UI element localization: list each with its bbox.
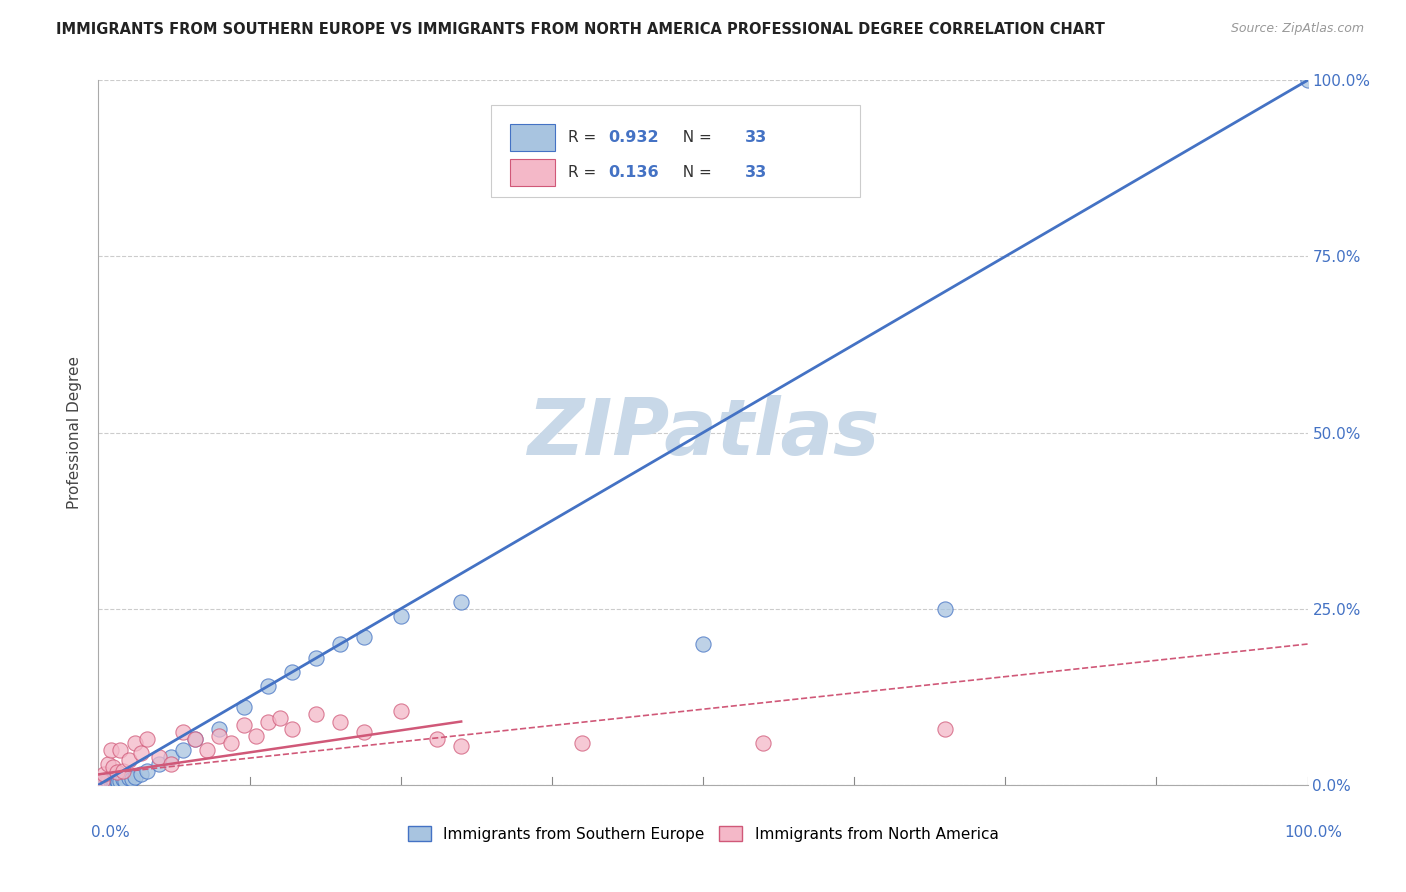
Point: [256, 679, 278, 693]
Point: [91, 776, 114, 790]
Point: [105, 774, 128, 789]
Point: [195, 742, 218, 756]
Point: [172, 742, 194, 756]
FancyBboxPatch shape: [492, 105, 860, 196]
Point: [135, 764, 157, 778]
Point: [305, 651, 328, 665]
Point: [129, 746, 152, 760]
Point: [450, 739, 472, 754]
Point: [148, 749, 170, 764]
Point: [118, 771, 141, 785]
Point: [100, 742, 122, 756]
Point: [148, 756, 170, 771]
Text: 0.136: 0.136: [609, 165, 659, 180]
Point: [245, 729, 267, 743]
Point: [353, 725, 375, 739]
Point: [752, 736, 775, 750]
Point: [353, 630, 375, 644]
Point: [281, 722, 304, 736]
Point: [101, 760, 124, 774]
Text: R =: R =: [568, 130, 600, 145]
Point: [172, 725, 194, 739]
Point: [305, 707, 328, 722]
Point: [269, 711, 291, 725]
Point: [105, 765, 128, 780]
Point: [111, 772, 134, 787]
Point: [450, 595, 472, 609]
Text: 100.0%: 100.0%: [1285, 825, 1343, 840]
Point: [934, 722, 956, 736]
Point: [692, 637, 714, 651]
Point: [93, 774, 115, 789]
Point: [329, 637, 352, 651]
Text: 33: 33: [745, 130, 768, 145]
Text: Source: ZipAtlas.com: Source: ZipAtlas.com: [1230, 22, 1364, 36]
Text: IMMIGRANTS FROM SOUTHERN EUROPE VS IMMIGRANTS FROM NORTH AMERICA PROFESSIONAL DE: IMMIGRANTS FROM SOUTHERN EUROPE VS IMMIG…: [56, 22, 1105, 37]
Point: [208, 729, 231, 743]
Point: [1296, 73, 1319, 87]
Point: [121, 772, 143, 787]
Point: [934, 601, 956, 615]
Point: [129, 767, 152, 781]
Point: [221, 736, 243, 750]
FancyBboxPatch shape: [509, 159, 555, 186]
Point: [100, 774, 122, 789]
Y-axis label: Professional Degree: Professional Degree: [67, 356, 83, 509]
Point: [329, 714, 352, 729]
Point: [107, 775, 129, 789]
Point: [93, 767, 115, 781]
Point: [184, 732, 207, 747]
Legend: Immigrants from Southern Europe, Immigrants from North America: Immigrants from Southern Europe, Immigra…: [402, 820, 1004, 847]
Point: [111, 764, 134, 778]
Point: [281, 665, 304, 680]
Point: [101, 775, 124, 789]
Point: [571, 736, 593, 750]
Point: [232, 700, 254, 714]
Point: [91, 774, 114, 789]
FancyBboxPatch shape: [509, 124, 555, 151]
Point: [124, 736, 146, 750]
Point: [426, 732, 449, 747]
Text: N =: N =: [672, 130, 717, 145]
Point: [184, 732, 207, 747]
Text: 0.932: 0.932: [609, 130, 659, 145]
Text: N =: N =: [672, 165, 717, 180]
Point: [114, 774, 136, 789]
Text: R =: R =: [568, 165, 600, 180]
Point: [108, 773, 131, 788]
Point: [256, 714, 278, 729]
Point: [108, 742, 131, 756]
Point: [97, 756, 120, 771]
Point: [118, 753, 141, 767]
Point: [103, 773, 125, 788]
Point: [97, 773, 120, 788]
Text: 0.0%: 0.0%: [91, 825, 131, 840]
Point: [208, 722, 231, 736]
Point: [124, 770, 146, 784]
Point: [160, 749, 183, 764]
Point: [232, 718, 254, 732]
Text: ZIPatlas: ZIPatlas: [527, 394, 879, 471]
Text: 33: 33: [745, 165, 768, 180]
Point: [389, 608, 412, 623]
Point: [389, 704, 412, 718]
Point: [135, 732, 157, 747]
Point: [160, 756, 183, 771]
Point: [94, 775, 117, 789]
